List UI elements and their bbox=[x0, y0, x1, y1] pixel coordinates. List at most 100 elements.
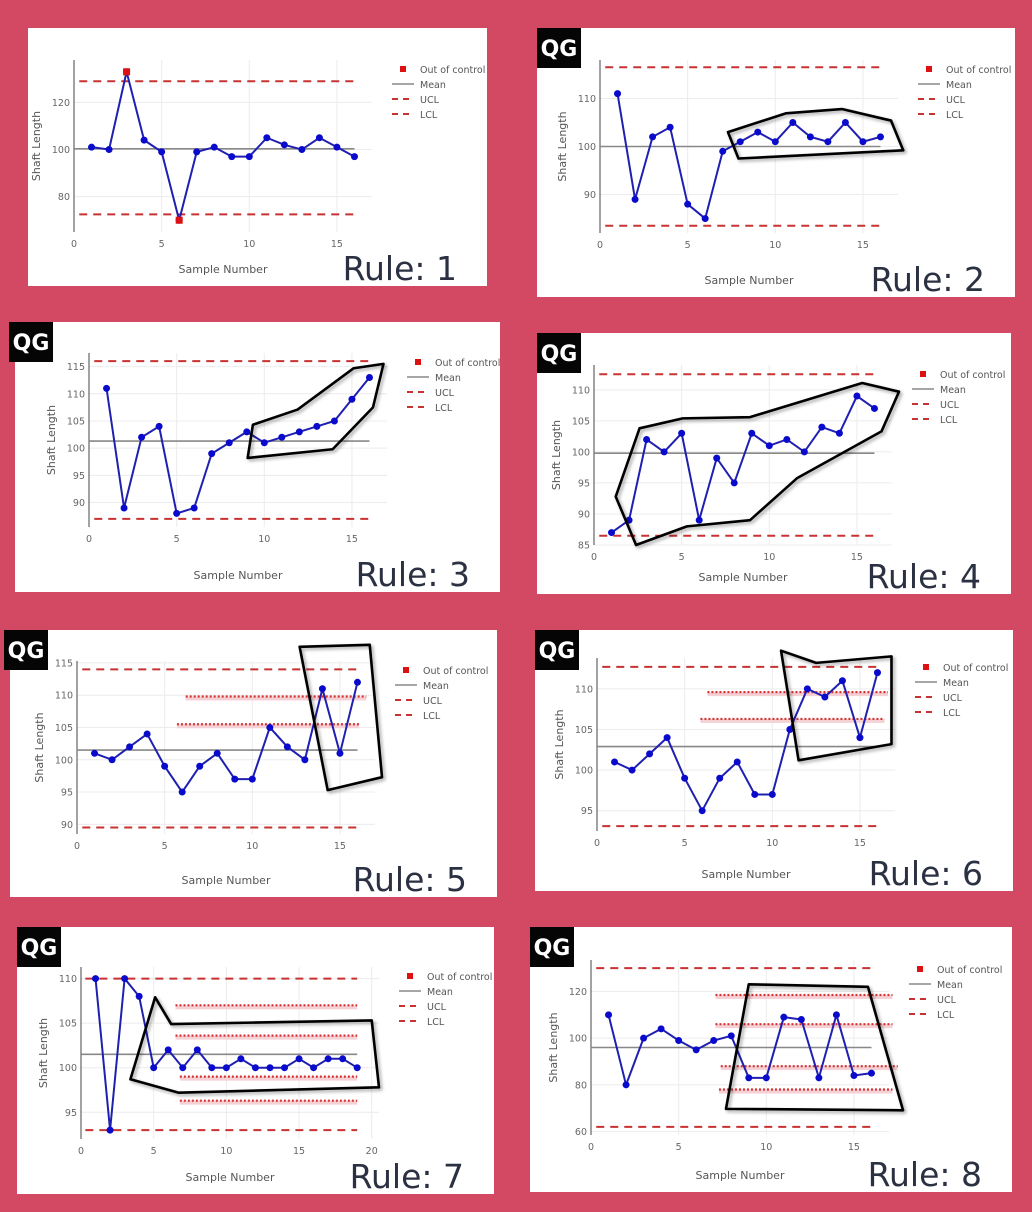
x-axis-label: Sample Number bbox=[194, 569, 283, 582]
series-line bbox=[105, 376, 371, 515]
y-tick-label: 110 bbox=[575, 684, 593, 695]
data-point bbox=[771, 138, 779, 146]
data-point bbox=[161, 762, 169, 770]
legend-label: LCL bbox=[946, 110, 964, 121]
x-tick-label: 15 bbox=[857, 240, 869, 251]
legend-swatch-out-of-control bbox=[403, 667, 409, 673]
y-tick-label: 105 bbox=[59, 1019, 77, 1030]
data-point bbox=[138, 433, 146, 441]
data-point bbox=[263, 134, 271, 142]
data-point bbox=[103, 384, 111, 392]
x-tick-label: 5 bbox=[151, 1146, 157, 1157]
chart-title: Rule: 6 bbox=[869, 854, 983, 893]
chart-card-rule-1: 0 5 10 15 80 100 120 Out of control Mean UCL LCL Sa… bbox=[28, 28, 487, 288]
chart-card-rule-5: 0 5 10 15 90 95 100 105 110 115 Out of control Mean… bbox=[4, 630, 497, 899]
data-point bbox=[178, 788, 186, 796]
x-tick-label: 0 bbox=[597, 240, 603, 251]
data-point bbox=[727, 1032, 735, 1040]
data-point bbox=[350, 153, 358, 161]
y-tick-label: 115 bbox=[67, 362, 85, 373]
data-point bbox=[783, 435, 791, 443]
qg-logo bbox=[537, 28, 581, 68]
data-point bbox=[140, 136, 148, 144]
control-chart: 0 5 10 15 90 100 110 Out of control Mean UCL LCL Sa… bbox=[537, 28, 1011, 299]
data-point bbox=[614, 90, 622, 98]
legend-label: Out of control bbox=[435, 358, 500, 369]
y-axis-label: Shaft Length bbox=[37, 1018, 50, 1088]
data-point bbox=[821, 693, 829, 701]
control-chart: 0 5 10 15 90 95 100 105 110 115 Out of control Mean… bbox=[9, 322, 500, 594]
legend-label: UCL bbox=[435, 388, 455, 399]
x-tick-label: 20 bbox=[366, 1146, 378, 1157]
series-line bbox=[614, 672, 879, 813]
data-point bbox=[266, 1064, 274, 1072]
data-point bbox=[225, 439, 233, 447]
y-tick-label: 105 bbox=[572, 416, 590, 427]
data-point bbox=[315, 134, 323, 142]
data-point bbox=[716, 774, 724, 782]
highlight-region bbox=[726, 107, 905, 160]
legend-swatch-out-of-control bbox=[415, 359, 421, 365]
legend-label: Out of control bbox=[420, 65, 485, 76]
x-tick-label: 15 bbox=[331, 239, 343, 250]
data-point bbox=[824, 138, 832, 146]
data-point bbox=[213, 749, 221, 757]
y-axis-label: Shaft Length bbox=[550, 420, 563, 490]
chart-title: Rule: 3 bbox=[356, 555, 470, 594]
legend-label: LCL bbox=[427, 1017, 445, 1028]
data-point bbox=[92, 975, 100, 983]
data-point bbox=[660, 448, 668, 456]
control-chart: 0 5 10 15 20 95 100 105 110 Out of control Mean UCL… bbox=[17, 927, 492, 1196]
y-tick-label: 90 bbox=[584, 190, 596, 201]
data-point bbox=[768, 790, 776, 798]
data-point bbox=[748, 429, 756, 437]
chart-title: Rule: 1 bbox=[343, 249, 457, 288]
highlight-region bbox=[298, 643, 384, 792]
data-point bbox=[762, 1074, 770, 1082]
series-line bbox=[91, 71, 355, 221]
x-tick-label: 15 bbox=[293, 1146, 305, 1157]
data-point bbox=[208, 1064, 216, 1072]
x-tick-label: 10 bbox=[246, 841, 258, 852]
data-point bbox=[876, 133, 884, 141]
y-tick-label: 60 bbox=[575, 1127, 587, 1138]
x-tick-label: 5 bbox=[682, 838, 688, 849]
x-tick-label: 10 bbox=[769, 240, 781, 251]
data-point bbox=[295, 428, 303, 436]
data-point bbox=[150, 1064, 158, 1072]
data-point bbox=[210, 143, 218, 151]
x-axis-label: Sample Number bbox=[179, 263, 268, 276]
data-point bbox=[765, 442, 773, 450]
y-tick-label: 95 bbox=[578, 478, 590, 489]
data-point bbox=[713, 454, 721, 462]
legend-label: LCL bbox=[940, 415, 958, 426]
data-point bbox=[88, 143, 96, 151]
qg-logo-text: QG bbox=[541, 37, 578, 62]
data-point bbox=[856, 734, 864, 742]
x-tick-label: 10 bbox=[766, 838, 778, 849]
legend-swatch-out-of-control bbox=[926, 66, 932, 72]
data-point bbox=[780, 1013, 788, 1021]
data-point bbox=[675, 1037, 683, 1044]
x-tick-label: 10 bbox=[220, 1146, 232, 1157]
data-point bbox=[173, 509, 181, 517]
legend-label: UCL bbox=[946, 95, 966, 106]
data-point bbox=[631, 195, 639, 203]
legend-label: Mean bbox=[435, 373, 461, 384]
legend-swatch-out-of-control bbox=[407, 973, 413, 979]
chart-title: Rule: 2 bbox=[871, 260, 985, 299]
data-point bbox=[640, 1034, 648, 1042]
legend-label: LCL bbox=[937, 1010, 955, 1021]
series-line bbox=[607, 1011, 872, 1089]
legend-label: LCL bbox=[435, 403, 453, 414]
legend-label: Out of control bbox=[943, 663, 1008, 674]
data-point bbox=[121, 975, 129, 983]
legend-swatch-out-of-control bbox=[923, 664, 929, 670]
x-axis-label: Sample Number bbox=[186, 1171, 275, 1184]
legend-label: Mean bbox=[940, 385, 966, 396]
data-point bbox=[681, 774, 689, 782]
qg-logo-text: QG bbox=[8, 639, 45, 664]
data-point bbox=[313, 422, 321, 430]
x-tick-label: 0 bbox=[74, 841, 80, 852]
y-axis-label: Shaft Length bbox=[30, 111, 43, 181]
